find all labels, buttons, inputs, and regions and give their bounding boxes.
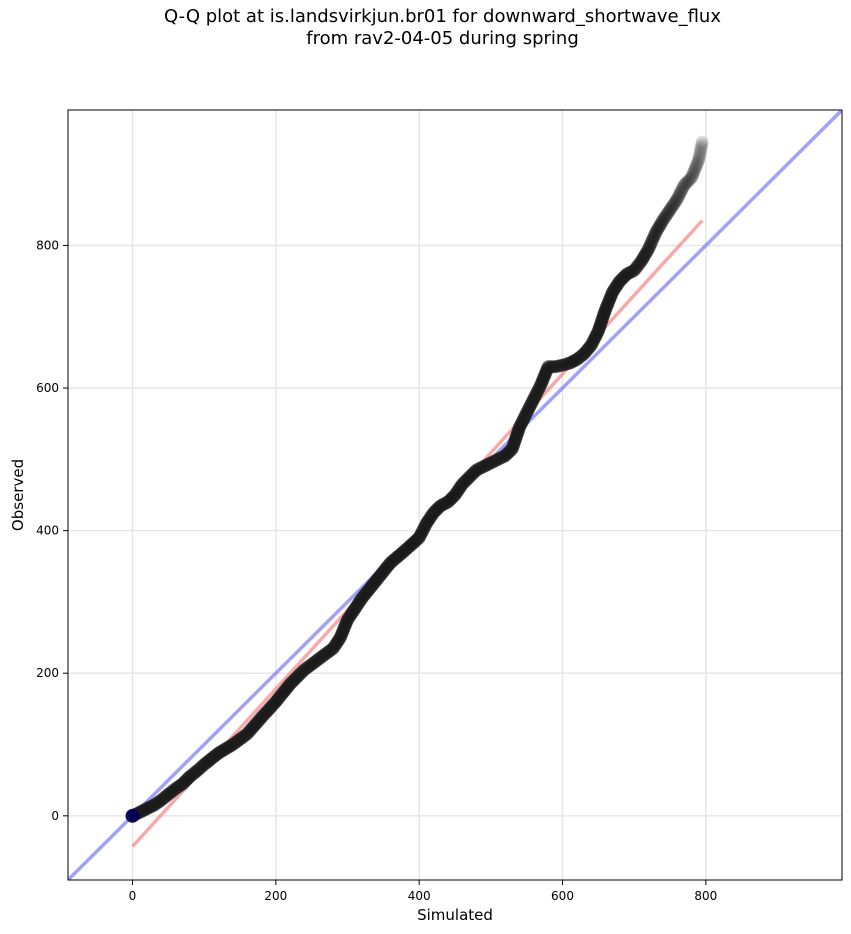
qq-point	[654, 217, 668, 231]
qq-point	[644, 236, 658, 250]
grid-lines	[68, 110, 842, 880]
chart-title: Q-Q plot at is.landsvirkjun.br01 for dow…	[0, 6, 851, 50]
qq-point	[671, 190, 685, 204]
qq-point	[688, 163, 702, 177]
qq-point	[125, 808, 140, 823]
qq-point	[637, 249, 651, 263]
x-tick-label: 400	[408, 889, 431, 903]
qq-point	[695, 137, 709, 151]
x-tick-label: 800	[694, 889, 717, 903]
qq-point	[661, 206, 675, 220]
qq-point	[673, 186, 687, 200]
plot-frame	[67, 109, 843, 881]
qq-point	[689, 159, 703, 173]
qq-point	[680, 175, 694, 189]
qq-point	[648, 228, 662, 242]
qq-point	[643, 238, 657, 252]
qq-point	[664, 201, 678, 215]
qq-point	[658, 210, 672, 224]
qq-point	[685, 169, 699, 183]
y-tick-label: 400	[36, 524, 59, 538]
y-tick-label: 800	[36, 238, 59, 252]
qq-point	[672, 188, 686, 202]
qq-point	[694, 140, 708, 153]
qq-point	[690, 157, 704, 171]
qq-point	[691, 155, 705, 169]
qq-point	[662, 205, 676, 219]
qq-point	[649, 226, 663, 240]
qq-point	[694, 142, 708, 156]
qq-point	[632, 258, 645, 272]
qq-point	[683, 172, 697, 186]
qq-point	[642, 242, 655, 256]
x-axis-label: Simulated	[417, 906, 493, 924]
qq-point	[641, 244, 654, 258]
y-tick-label: 200	[36, 666, 59, 680]
qq-point	[640, 246, 653, 259]
x-tick-label: 600	[551, 889, 574, 903]
qq-point	[647, 230, 661, 244]
qq-point	[693, 146, 707, 160]
qq-point	[689, 161, 702, 175]
qq-point	[636, 251, 650, 265]
qq-point	[693, 149, 707, 162]
qq-point	[674, 184, 688, 198]
qq-point	[656, 214, 670, 227]
qq-point	[629, 262, 643, 276]
qq-point	[685, 171, 698, 185]
qq-point	[657, 212, 671, 226]
qq-point	[635, 252, 649, 266]
qq-point	[655, 215, 669, 229]
chart-title-line1: Q-Q plot at is.landsvirkjun.br01 for dow…	[164, 6, 721, 27]
qq-point	[659, 208, 673, 222]
qq-point	[630, 260, 644, 274]
qq-point	[642, 240, 656, 254]
qq-point	[692, 153, 706, 167]
chart-title-line2: from rav2-04-05 during spring	[306, 28, 579, 49]
axis-ticks: 0 200 400 600 800 0 200 400 600 800	[36, 238, 717, 903]
qq-point	[665, 199, 679, 213]
qq-point	[663, 203, 677, 217]
qq-point	[670, 192, 684, 206]
qq-point	[633, 256, 647, 270]
qq-point	[667, 198, 681, 211]
qq-point	[682, 174, 696, 188]
qq-point	[677, 178, 691, 192]
qq-point	[675, 182, 689, 196]
qq-point	[686, 167, 700, 181]
qq-point	[668, 196, 682, 210]
qq-point	[676, 180, 690, 194]
qq-point	[634, 254, 648, 268]
qq-point	[694, 144, 707, 158]
qq-point	[653, 219, 667, 233]
x-tick-label: 200	[264, 889, 287, 903]
qq-point	[646, 232, 660, 246]
qq-point	[695, 135, 709, 149]
qq-point	[669, 194, 683, 208]
data-points	[125, 135, 709, 823]
qq-point	[692, 151, 706, 165]
qq-point	[645, 234, 659, 248]
qq-point	[679, 176, 693, 190]
qq-point	[651, 222, 665, 236]
y-tick-label: 0	[51, 809, 59, 823]
x-tick-label: 0	[129, 889, 137, 903]
qq-point	[638, 247, 652, 261]
y-tick-label: 600	[36, 381, 59, 395]
qq-point	[652, 220, 666, 234]
y-axis-label: Observed	[9, 459, 27, 531]
qq-point	[687, 165, 701, 179]
qq-point	[650, 224, 664, 238]
